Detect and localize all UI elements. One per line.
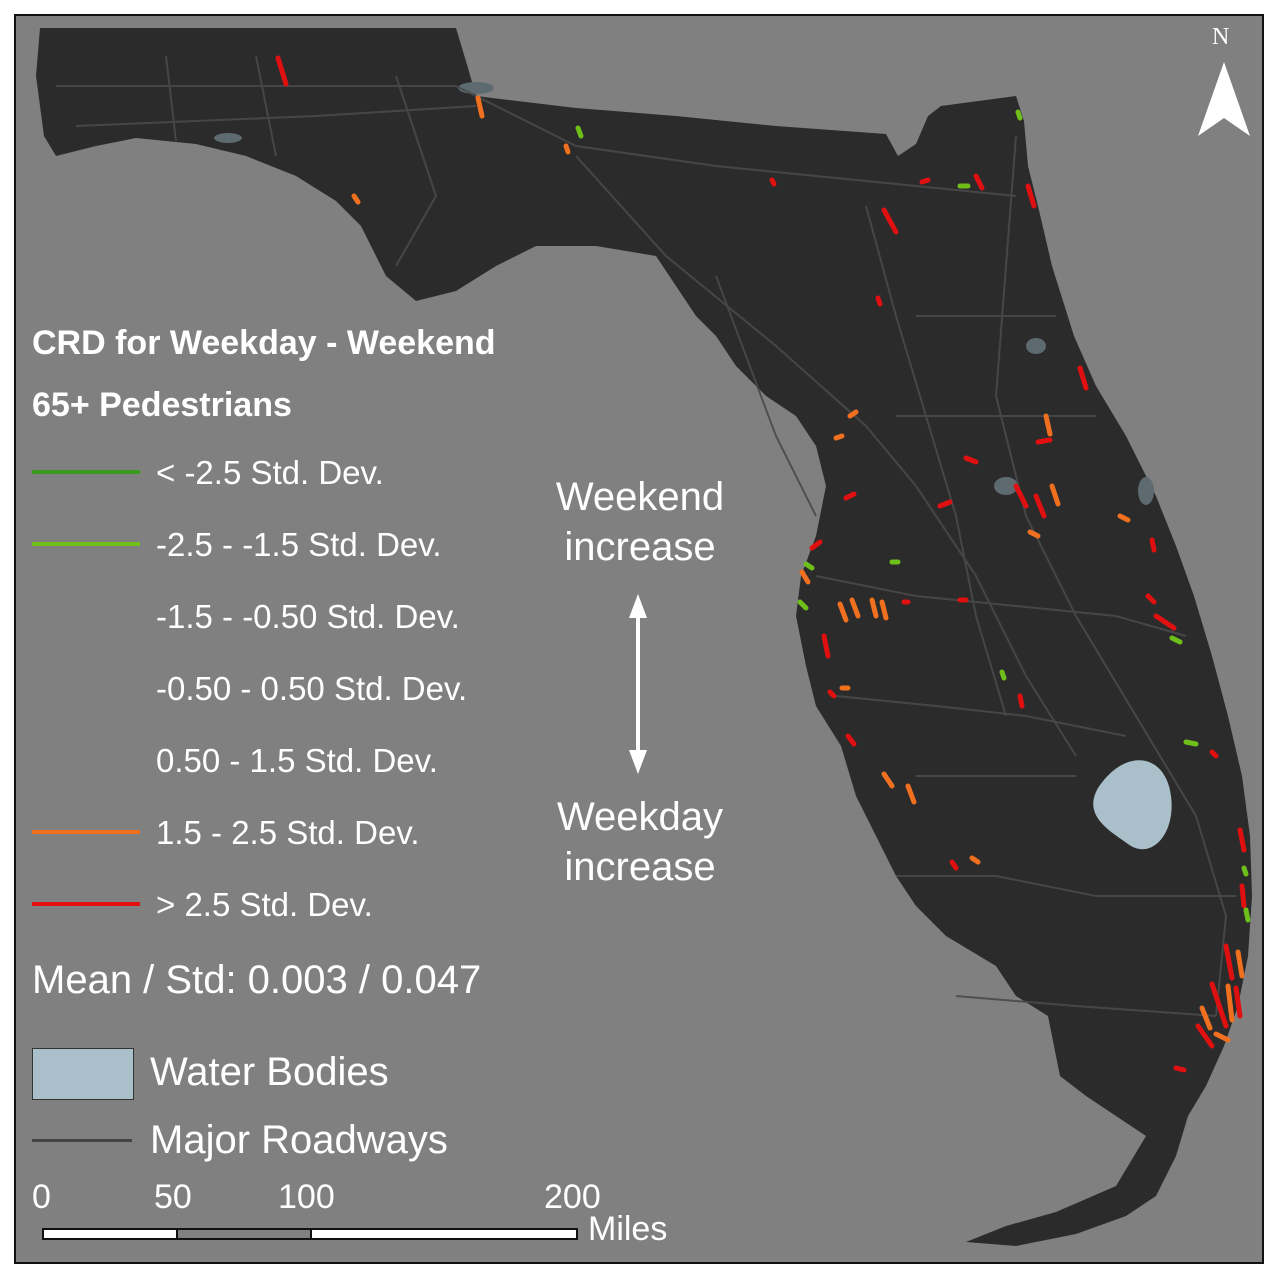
- major-roadways-label: Major Roadways: [150, 1118, 448, 1162]
- double-arrow-icon: [629, 594, 647, 774]
- legend-label-class-4: -0.50 - 0.50 Std. Dev.: [156, 670, 468, 707]
- scalebar-segment-3: [310, 1228, 578, 1240]
- weekend-increase-annotation: Weekend increase: [540, 472, 740, 572]
- water-bodies-label: Water Bodies: [150, 1050, 389, 1094]
- scale-tick-200: 200: [544, 1178, 601, 1216]
- legend-label-class-3: -1.5 - -0.50 Std. Dev.: [156, 598, 460, 635]
- legend-label-class-7: > 2.5 Std. Dev.: [156, 886, 373, 923]
- legend-label-class-1: < -2.5 Std. Dev.: [156, 454, 384, 491]
- florida-land: [36, 28, 1252, 1246]
- legend-stats: Mean / Std: 0.003 / 0.047: [32, 958, 482, 1002]
- scalebar-segment-2: [176, 1228, 312, 1240]
- legend-label-class-5: 0.50 - 1.5 Std. Dev.: [156, 742, 438, 779]
- weekday-increase-annotation: Weekday increase: [540, 792, 740, 892]
- roadway-network: [56, 55, 1236, 1017]
- weekend-line-2: increase: [564, 525, 716, 569]
- scale-tick-100: 100: [278, 1178, 335, 1216]
- scalebar-segment-1: [42, 1228, 178, 1240]
- crd-segments: [275, 55, 1251, 1073]
- scale-tick-0: 0: [32, 1178, 51, 1216]
- scale-tick-50: 50: [154, 1178, 192, 1216]
- weekday-line-1: Weekday: [556, 795, 723, 839]
- legend-title: CRD for Weekday - Weekend: [32, 324, 496, 362]
- scale-unit: Miles: [588, 1210, 668, 1248]
- map-frame: N CRD for Weekday - Weekend 65+ Pedestri…: [14, 14, 1264, 1264]
- lake-okeechobee: [1093, 760, 1172, 850]
- legend-label-class-2: -2.5 - -1.5 Std. Dev.: [156, 526, 442, 563]
- major-roadways-swatch: [32, 1139, 132, 1142]
- florida-map: [32, 28, 1252, 1246]
- north-label: N: [1212, 24, 1230, 50]
- legend-label-class-6: 1.5 - 2.5 Std. Dev.: [156, 814, 420, 851]
- weekday-line-2: increase: [564, 845, 716, 889]
- legend-subtitle: 65+ Pedestrians: [32, 386, 292, 424]
- weekend-line-1: Weekend: [555, 475, 725, 519]
- north-arrow-icon: [1198, 62, 1250, 136]
- water-bodies-swatch: [32, 1048, 134, 1100]
